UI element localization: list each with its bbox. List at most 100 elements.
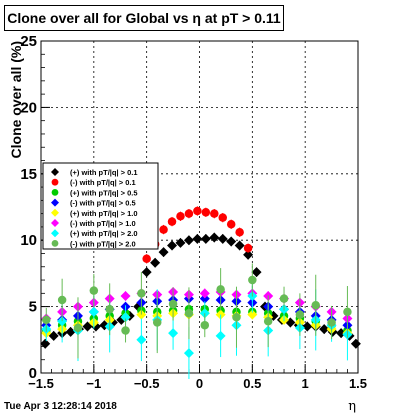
data-point <box>183 348 194 359</box>
x-tick-label: 0.5 <box>243 376 261 391</box>
data-point <box>159 225 168 234</box>
data-point <box>48 330 59 341</box>
y-axis-label: Clone over all (%) <box>8 41 24 158</box>
data-point <box>200 233 211 244</box>
x-tick-label: −0.5 <box>134 376 160 391</box>
data-point <box>343 307 352 317</box>
legend-marker <box>51 208 59 217</box>
legend-label: (+) with pT/|q| > 2.0 <box>70 229 138 238</box>
data-point <box>295 310 305 319</box>
data-point <box>168 299 178 309</box>
data-point <box>234 240 245 251</box>
series-2 <box>142 206 253 264</box>
x-axis-label: η <box>348 399 356 414</box>
data-point <box>105 305 114 314</box>
legend-label: (+) with pT/|q| > 1.0 <box>70 209 138 218</box>
y-tick-label: 20 <box>20 99 37 116</box>
data-point <box>217 233 228 244</box>
legend-label: (-) with pT/|q| > 1.0 <box>70 219 136 228</box>
data-point <box>82 321 93 332</box>
y-tick-label: 10 <box>20 232 37 249</box>
data-point <box>184 209 194 218</box>
data-point <box>168 328 179 339</box>
legend-marker <box>51 240 59 247</box>
legend-label: (-) with pT/|q| > 0.5 <box>70 199 136 208</box>
legend-marker <box>51 178 59 186</box>
data-point <box>210 209 219 218</box>
data-point <box>88 306 99 317</box>
data-point <box>218 213 227 222</box>
series-8 <box>42 263 352 359</box>
data-point <box>73 323 83 333</box>
data-point <box>279 294 289 303</box>
data-point <box>183 235 194 246</box>
data-point <box>176 212 185 221</box>
data-point <box>319 324 330 335</box>
legend-marker <box>51 198 59 207</box>
data-point <box>175 237 186 248</box>
chart-title: Clone over all for Global vs η at pT > 0… <box>7 10 281 26</box>
x-tick-label: 0 <box>196 376 203 391</box>
data-point <box>216 285 225 294</box>
data-point <box>152 318 162 327</box>
data-point <box>247 309 258 320</box>
y-tick-label: 5 <box>29 299 37 316</box>
x-tick-label: −1 <box>86 376 101 391</box>
legend-box <box>42 162 159 250</box>
y-tick-label: 25 <box>20 33 37 50</box>
legend-marker <box>51 219 59 227</box>
data-point <box>302 321 313 332</box>
legend-label: (+) with pT/|q| > 0.5 <box>70 188 138 197</box>
data-point <box>226 236 237 247</box>
title-box: Clone over all for Global vs η at pT > 0… <box>4 5 284 31</box>
x-tick-label: 1.5 <box>349 376 367 391</box>
legend: (+) with pT/|q| > 0.1(-) with pT/|q| > 0… <box>42 162 159 250</box>
data-point <box>142 254 151 264</box>
data-point <box>327 318 336 327</box>
legend-label: (+) with pT/|q| > 0.1 <box>70 168 138 177</box>
data-point <box>209 232 220 243</box>
data-point <box>350 338 361 349</box>
data-point <box>263 316 273 326</box>
data-point <box>243 243 253 253</box>
x-tick-label: −1.5 <box>28 376 54 391</box>
data-point <box>215 330 226 341</box>
data-point <box>226 220 236 229</box>
data-point <box>158 247 169 258</box>
data-point <box>121 326 130 335</box>
data-point <box>40 338 51 349</box>
data-point <box>57 295 67 305</box>
legend-marker <box>51 168 59 176</box>
legend-marker <box>51 189 59 196</box>
legend-marker <box>51 229 59 238</box>
data-point <box>167 240 178 251</box>
data-point <box>137 289 146 298</box>
data-point <box>42 315 51 325</box>
data-point <box>120 312 131 323</box>
data-point <box>199 293 210 304</box>
y-tick-label: 0 <box>29 365 37 382</box>
data-point <box>243 249 254 260</box>
data-point <box>167 217 177 226</box>
data-point <box>200 320 210 330</box>
data-point <box>150 257 161 268</box>
data-point <box>192 233 203 244</box>
data-point <box>141 267 152 278</box>
data-point <box>201 208 211 217</box>
data-point <box>311 301 320 310</box>
data-point <box>235 227 244 237</box>
data-point <box>120 290 131 301</box>
data-point <box>89 286 99 295</box>
legend-label: (-) with pT/|q| > 2.0 <box>70 239 136 248</box>
data-point <box>248 275 257 285</box>
legend-label: (-) with pT/|q| > 0.1 <box>70 178 136 187</box>
data-point <box>184 308 194 318</box>
x-tick-label: 1 <box>302 376 309 391</box>
timestamp-footer: Tue Apr 3 12:28:14 2018 <box>4 401 117 412</box>
data-point <box>136 334 147 345</box>
data-point <box>65 326 76 337</box>
data-point <box>251 267 262 278</box>
data-point <box>199 288 210 299</box>
data-point <box>232 312 241 322</box>
